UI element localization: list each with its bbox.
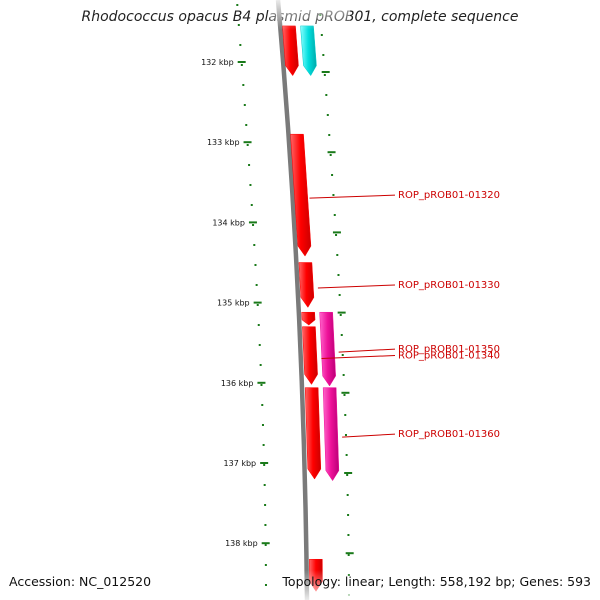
guide-dot bbox=[242, 84, 245, 86]
guide-dot bbox=[253, 244, 256, 246]
guide-dot bbox=[336, 254, 339, 256]
guide-dot bbox=[264, 524, 267, 526]
gene-label-leader bbox=[321, 355, 396, 360]
guide-dot bbox=[343, 394, 346, 396]
gene-label: ROP_pROB01-01330 bbox=[398, 280, 500, 291]
guide-dot bbox=[261, 424, 264, 426]
guide-dot bbox=[341, 354, 344, 356]
guide-dot bbox=[260, 384, 263, 386]
guide-dot bbox=[262, 444, 265, 446]
guide-dot bbox=[329, 154, 332, 156]
guide-dot bbox=[333, 214, 336, 216]
guide-dot bbox=[240, 64, 243, 66]
kbp-scale: 132 kbp 133 kbp 134 kbp 135 kbp 136 kbp 137 k… bbox=[201, 58, 354, 555]
bottom-fade bbox=[270, 570, 350, 600]
gene-arrow bbox=[300, 25, 317, 77]
guide-dot bbox=[337, 274, 340, 276]
top-fade bbox=[270, 0, 350, 30]
gene-label-leader bbox=[338, 348, 396, 353]
gene-label-leader bbox=[317, 284, 396, 289]
guide-dot bbox=[264, 564, 267, 566]
kbp-tick-label: 135 kbp bbox=[217, 299, 250, 308]
guide-dot bbox=[346, 494, 349, 496]
gene-arrow bbox=[298, 262, 315, 308]
gene-features bbox=[282, 25, 340, 592]
gene-label: ROP_pROB01-01320 bbox=[398, 190, 500, 201]
guide-dot bbox=[331, 174, 334, 176]
guide-dot bbox=[245, 124, 248, 126]
guide-dot bbox=[335, 234, 338, 236]
guide-dot bbox=[264, 544, 267, 546]
guide-dot bbox=[264, 584, 267, 586]
guide-dot bbox=[248, 164, 251, 166]
sequence-backbone bbox=[275, 0, 310, 600]
guide-dot bbox=[325, 94, 328, 96]
guide-dot bbox=[344, 434, 347, 436]
gene-arrow bbox=[319, 311, 336, 387]
guide-dot bbox=[340, 334, 343, 336]
guide-dot bbox=[347, 554, 350, 556]
gene-label: ROP_pROB01-01340 bbox=[398, 351, 500, 362]
guide-dot bbox=[239, 44, 242, 46]
gene-arrow bbox=[302, 326, 318, 385]
kbp-tick-label: 136 kbp bbox=[221, 379, 254, 388]
kbp-tick-label: 133 kbp bbox=[207, 138, 240, 147]
gene-label-leader bbox=[309, 194, 396, 199]
guide-dot bbox=[243, 104, 246, 106]
guide-dot bbox=[252, 224, 255, 226]
gene-label-leader bbox=[342, 433, 396, 438]
guide-dot bbox=[347, 514, 350, 516]
guide-dot bbox=[254, 264, 257, 266]
kbp-tick-label: 132 kbp bbox=[201, 58, 234, 67]
dotted-guides bbox=[236, 4, 350, 596]
guide-dot bbox=[326, 114, 329, 116]
guide-dot bbox=[255, 284, 258, 286]
guide-dot bbox=[237, 24, 240, 26]
guide-dot bbox=[322, 54, 325, 56]
gene-arrow bbox=[290, 133, 312, 257]
guide-dot bbox=[346, 474, 349, 476]
gene-label: ROP_pROB01-01350 bbox=[398, 344, 500, 355]
guide-dot bbox=[332, 194, 335, 196]
kbp-tick-label: 137 kbp bbox=[224, 459, 257, 468]
gene-arrow bbox=[322, 387, 340, 482]
guide-dot bbox=[259, 364, 262, 366]
guide-dot bbox=[249, 184, 252, 186]
guide-dot bbox=[347, 534, 350, 536]
guide-dot bbox=[328, 134, 331, 136]
guide-dot bbox=[256, 304, 259, 306]
guide-dot bbox=[250, 204, 253, 206]
guide-dot bbox=[258, 344, 261, 346]
guide-dot bbox=[338, 294, 341, 296]
gene-arrow bbox=[301, 311, 316, 326]
gene-label: ROP_pROB01-01360 bbox=[398, 429, 500, 440]
guide-dot bbox=[320, 34, 323, 36]
accession-text: Accession: NC_012520 bbox=[9, 574, 152, 589]
guide-dot bbox=[344, 414, 347, 416]
guide-dot bbox=[339, 314, 342, 316]
guide-dot bbox=[236, 4, 239, 6]
guide-dot bbox=[323, 74, 326, 76]
guide-dot bbox=[261, 404, 264, 406]
topology-summary: Topology: linear; Length: 558,192 bp; Ge… bbox=[282, 574, 591, 589]
guide-dot bbox=[345, 454, 348, 456]
gene-labels: ROP_pROB01-01320 ROP_pROB01-01330 ROP_pROB… bbox=[309, 190, 500, 440]
kbp-tick-label: 134 kbp bbox=[212, 218, 245, 227]
guide-dot bbox=[342, 374, 345, 376]
gene-arrow bbox=[304, 387, 322, 480]
guide-dot bbox=[263, 464, 266, 466]
guide-dot bbox=[257, 324, 260, 326]
guide-dot bbox=[264, 504, 267, 506]
kbp-tick-label: 138 kbp bbox=[225, 539, 258, 548]
guide-dot bbox=[263, 484, 266, 486]
guide-dot bbox=[246, 144, 249, 146]
